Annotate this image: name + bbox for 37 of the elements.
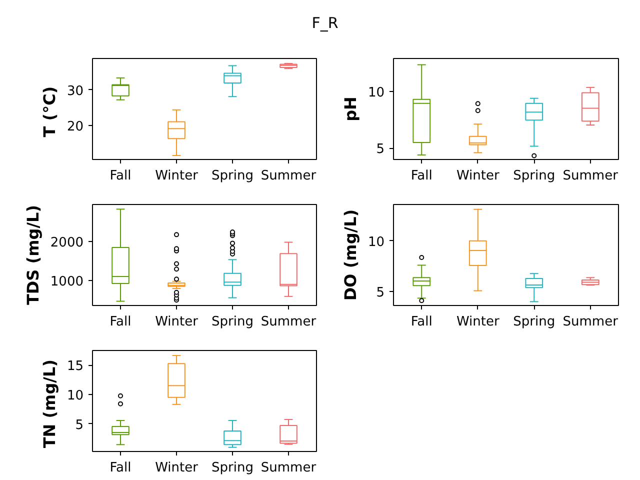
- y-axis-title: TDS (mg/L): [23, 204, 42, 306]
- x-tick-label: Fall: [410, 168, 432, 184]
- y-tick-label: 5: [376, 142, 385, 158]
- y-tick-label: 2000: [50, 236, 84, 251]
- x-tick-label: Winter: [155, 314, 199, 330]
- y-tick-label: 10: [368, 85, 385, 100]
- x-tick-label: Spring: [513, 168, 556, 184]
- y-tick-label: 10: [368, 234, 385, 250]
- x-tick-label: Spring: [212, 168, 254, 184]
- x-tick-label: Spring: [212, 460, 254, 476]
- y-tick-label: 15: [66, 359, 84, 374]
- y-tick-label: 10: [66, 388, 84, 404]
- x-tick-label: Fall: [110, 314, 132, 330]
- y-axis-title: DO (mg/L): [340, 209, 360, 301]
- chart-title: F_R: [312, 13, 338, 34]
- y-axis-title: T (°C): [40, 86, 59, 138]
- y-axis-title: TN (mg/L): [40, 359, 59, 448]
- x-tick-label: Summer: [562, 314, 619, 330]
- x-tick-label: Summer: [260, 314, 317, 330]
- x-tick-label: Summer: [260, 168, 317, 184]
- y-tick-label: 20: [66, 120, 84, 135]
- x-tick-label: Spring: [212, 314, 254, 330]
- x-tick-label: Winter: [456, 314, 500, 330]
- y-axis-title: pH: [340, 96, 360, 122]
- x-tick-label: Fall: [110, 168, 132, 184]
- x-tick-label: Winter: [155, 168, 199, 184]
- x-tick-label: Summer: [260, 460, 317, 476]
- x-tick-label: Fall: [410, 314, 432, 330]
- x-tick-label: Winter: [456, 168, 500, 184]
- x-tick-label: Spring: [513, 314, 556, 330]
- x-tick-label: Winter: [155, 460, 199, 476]
- y-tick-label: 30: [66, 84, 84, 99]
- y-tick-label: 1000: [50, 274, 84, 290]
- y-tick-label: 5: [75, 418, 84, 433]
- x-tick-label: Summer: [562, 168, 619, 184]
- y-tick-label: 5: [376, 285, 385, 300]
- x-tick-label: Fall: [110, 460, 132, 476]
